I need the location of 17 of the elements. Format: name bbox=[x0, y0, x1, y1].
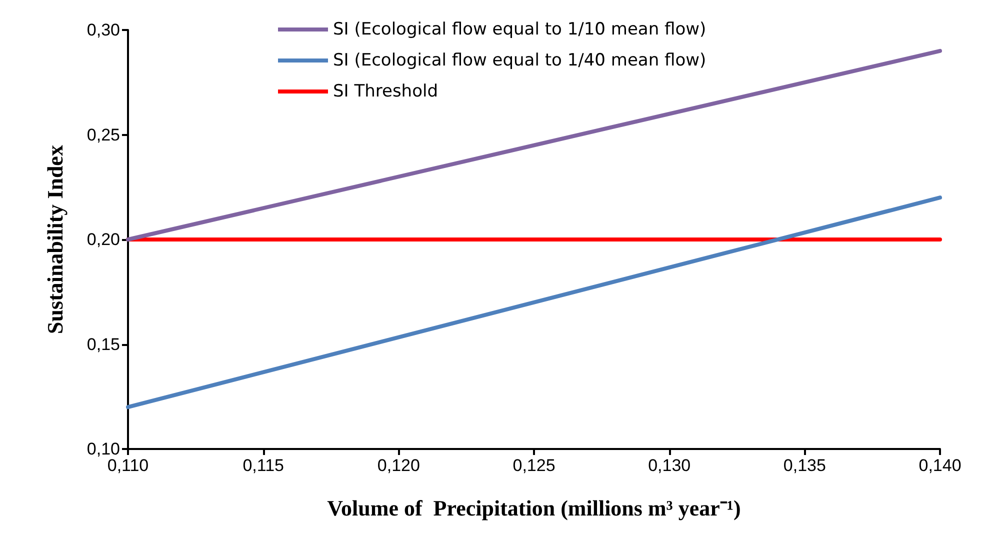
y-axis-title: Sustainability Index bbox=[42, 145, 68, 334]
x-tick-label: 0,115 bbox=[242, 456, 284, 475]
y-tick-label: 0,20 bbox=[86, 230, 120, 249]
x-axis-title: Volume of Precipitation (millions m³ year⁻¹) bbox=[327, 496, 741, 520]
x-tick-label: 0,125 bbox=[512, 456, 556, 475]
x-tick-label: 0,140 bbox=[918, 456, 962, 475]
x-tick-label: 0,135 bbox=[783, 456, 826, 475]
legend-label: SI Threshold bbox=[333, 82, 438, 102]
y-tick-label: 0,30 bbox=[86, 20, 120, 40]
x-tick-label: 0,130 bbox=[648, 456, 691, 475]
legend-label: SI (Ecological flow equal to 1/40 mean flow) bbox=[333, 50, 706, 70]
y-tick-label: 0,25 bbox=[86, 125, 120, 144]
y-tick-label: 0,15 bbox=[86, 334, 120, 354]
x-tick-label: 0,110 bbox=[107, 456, 149, 475]
x-tick-label: 0,120 bbox=[377, 456, 420, 475]
y-tick-label: 0,10 bbox=[86, 440, 120, 458]
legend-label: SI (Ecological flow equal to 1/10 mean flow) bbox=[333, 20, 706, 40]
